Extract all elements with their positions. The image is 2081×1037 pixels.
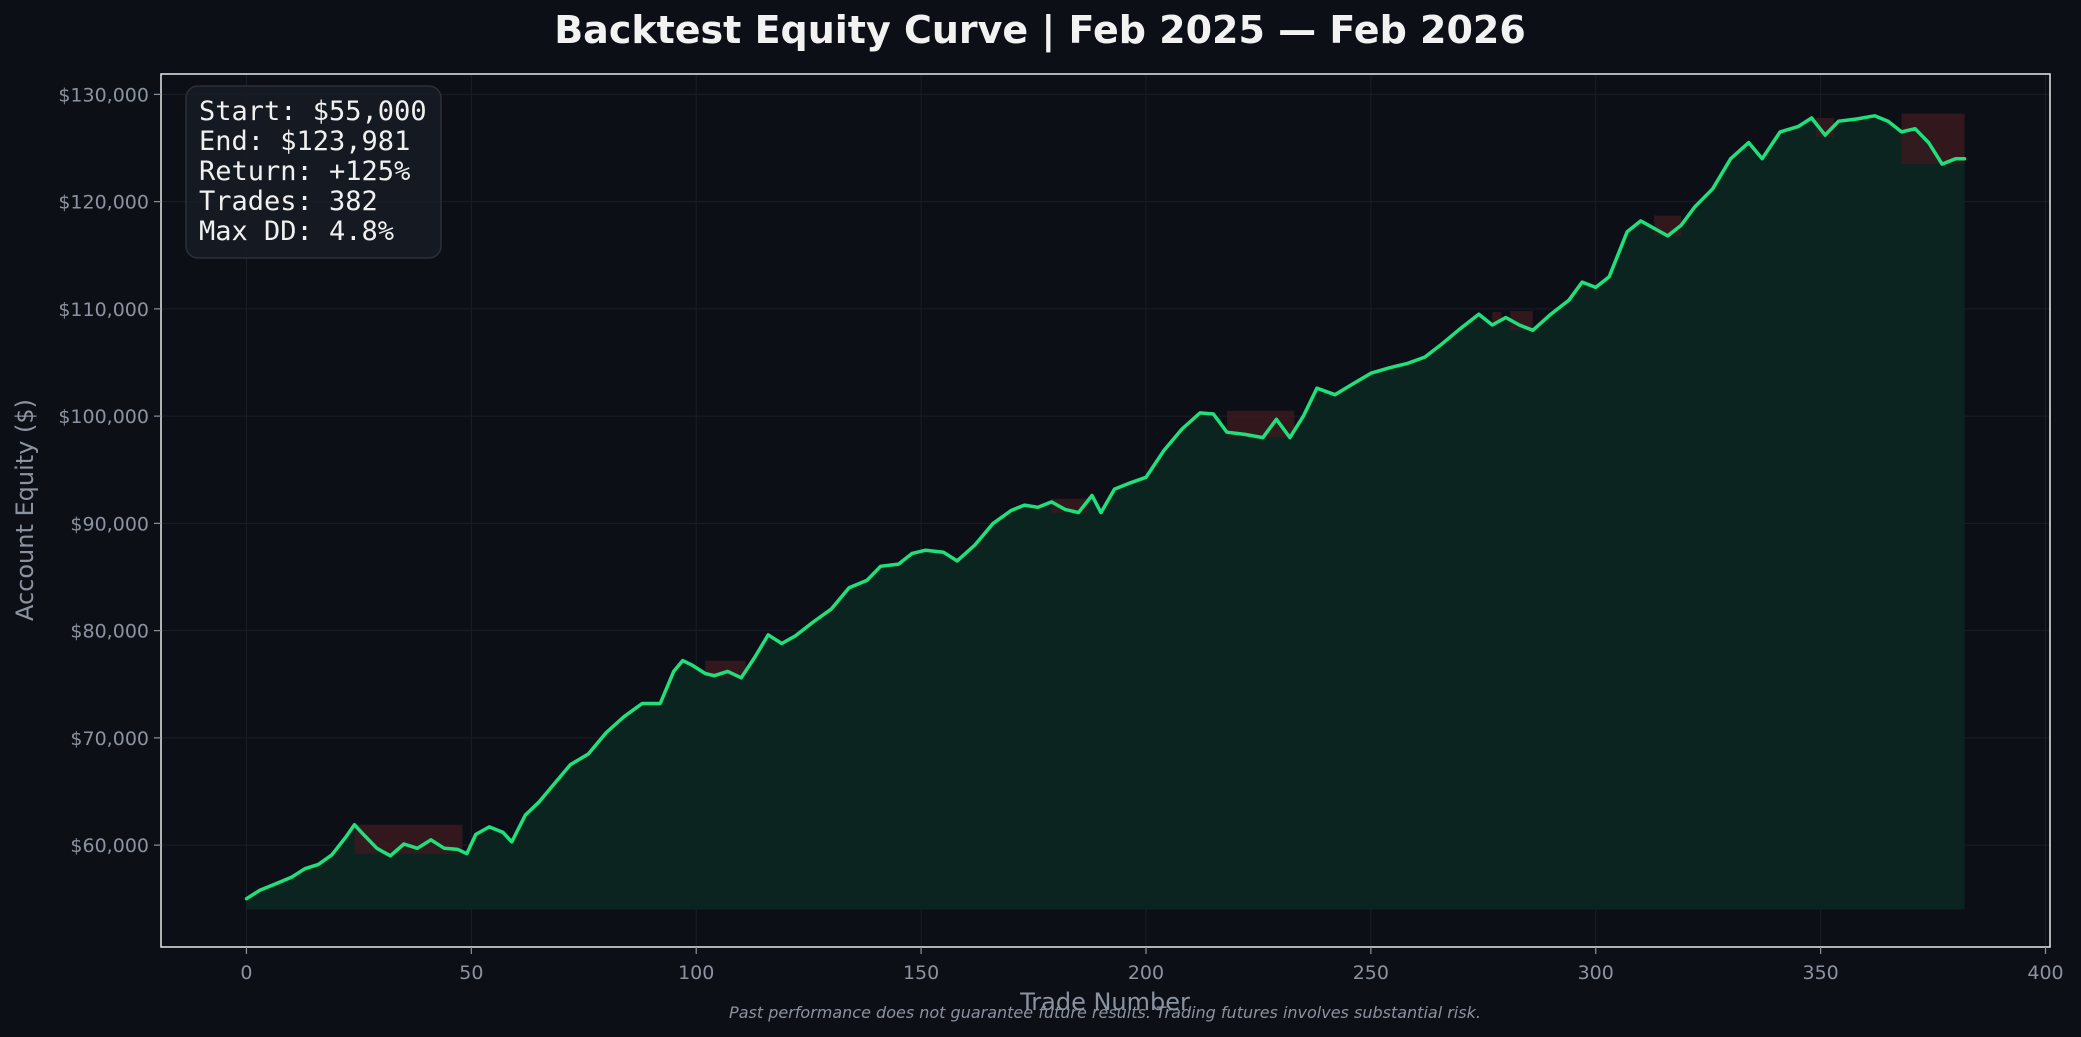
x-tick-label-2: 100 [678, 962, 714, 984]
x-tick-label-0: 0 [240, 962, 252, 984]
equity-line-layer [244, 114, 1967, 901]
chart-title: Backtest Equity Curve | Feb 2025 — Feb 2… [554, 8, 1526, 53]
x-tick-label-6: 300 [1578, 962, 1614, 984]
stats-box-background [185, 85, 442, 259]
y-tick-label-2: $80,000 [70, 621, 149, 643]
y-tick-label-7: $130,000 [58, 84, 149, 106]
drawdown-layer [354, 113, 1965, 854]
equity-area-fill [246, 115, 1965, 910]
stats-return: Return: +125% [199, 156, 410, 187]
drawdown-region-4 [1492, 312, 1502, 323]
stats-box: Start: $55,000 End: $123,981 Return: +12… [185, 85, 442, 259]
x-axis-label: Trade Number [1019, 988, 1190, 1016]
equity-line [244, 114, 1967, 901]
y-tick-label-5: $110,000 [58, 299, 149, 321]
x-tick-label-3: 150 [903, 962, 939, 984]
drawdown-region-8 [1901, 113, 1965, 165]
y-axis-label: Account Equity ($) [11, 399, 39, 621]
plot-border [160, 73, 2051, 948]
disclaimer: Past performance does not guarantee futu… [729, 1003, 1481, 1022]
x-tick-label-7: 350 [1802, 962, 1838, 984]
drawdown-region-5 [1510, 311, 1533, 331]
y-axis-ticks: $60,000 $70,000 $80,000 $90,000 $100,000 $110… [58, 84, 161, 857]
stats-max-dd: Max DD: 4.8% [199, 216, 394, 247]
stats-trades: Trades: 382 [199, 186, 378, 217]
x-axis-ticks: 0 50 100 150 200 250 300 350 400 [240, 947, 2064, 984]
y-tick-label-1: $70,000 [70, 728, 149, 750]
y-tick-label-0: $60,000 [70, 835, 149, 857]
drawdown-region-2 [1051, 498, 1088, 513]
y-tick-label-4: $100,000 [58, 406, 149, 428]
y-tick-label-3: $90,000 [70, 513, 149, 535]
x-tick-label-5: 250 [1353, 962, 1389, 984]
equity-fill-layer [246, 115, 1965, 910]
x-tick-label-4: 200 [1128, 962, 1164, 984]
x-tick-label-1: 50 [459, 962, 483, 984]
stats-end: End: $123,981 [199, 126, 410, 157]
stats-start: Start: $55,000 [199, 96, 427, 127]
y-tick-label-6: $120,000 [58, 192, 149, 214]
drawdown-region-6 [1654, 215, 1682, 236]
x-tick-label-8: 400 [2027, 962, 2063, 984]
